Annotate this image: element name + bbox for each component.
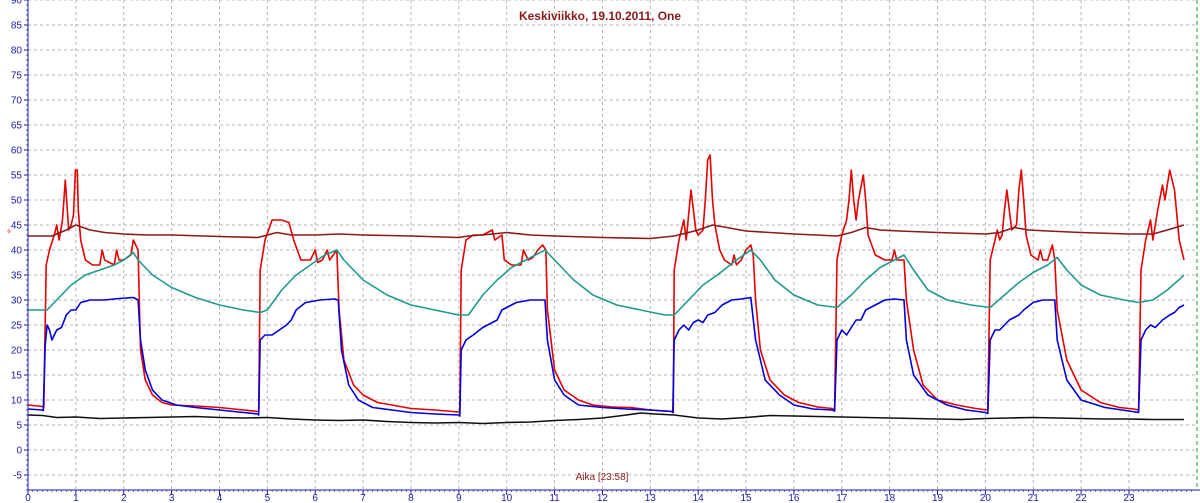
- y-tick-label: 60: [11, 146, 23, 157]
- x-tick-label: 11: [549, 493, 560, 503]
- y-tick-label: 50: [11, 196, 23, 207]
- x-axis-label: Aika [23:58]: [576, 472, 629, 483]
- x-tick-label: 15: [740, 493, 752, 503]
- x-tick-label: 16: [788, 493, 800, 503]
- x-tick-label: 0: [25, 493, 31, 503]
- y-tick-label: 35: [11, 271, 23, 282]
- y-tick-label: 90: [11, 0, 23, 7]
- y-tick-label: 10: [11, 396, 23, 407]
- y-tick-label: 15: [11, 371, 23, 382]
- x-tick-label: 22: [1076, 493, 1088, 503]
- y-tick-label: 45: [11, 221, 23, 232]
- y-tick-label: 55: [11, 171, 23, 182]
- y-tick-label: -5: [13, 471, 22, 482]
- series-line-teal: [28, 249, 1185, 316]
- x-axis-ticks: 0 1 2 3 4 5 6 7 8 9 10 11 12 13 14 15 16 17 18 19 20 21 22 23: [25, 490, 1192, 503]
- x-tick-label: 4: [217, 493, 223, 503]
- y-tick-label: 25: [11, 321, 23, 332]
- x-tick-label: 12: [597, 493, 609, 503]
- x-tick-label: 2: [121, 493, 127, 503]
- series-line-blue: [27, 296, 1185, 417]
- x-tick-label: 8: [408, 493, 414, 503]
- x-tick-label: 19: [932, 493, 944, 503]
- y-tick-label: 20: [11, 346, 23, 357]
- x-tick-label: 5: [265, 493, 271, 503]
- y-tick-label: 80: [11, 46, 23, 57]
- y-tick-label: 5: [16, 421, 22, 432]
- x-tick-label: 6: [312, 493, 318, 503]
- x-tick-label: 17: [836, 493, 848, 503]
- y-tick-label: 85: [11, 21, 23, 32]
- series-line-black: [27, 412, 1184, 425]
- y-tick-label: 30: [11, 296, 23, 307]
- y-tick-label: 0: [16, 446, 22, 457]
- x-tick-label: 9: [456, 493, 462, 503]
- chart-title: Keskiviikko, 19.10.2011, One: [519, 9, 681, 23]
- y-tick-label: 40: [11, 246, 23, 257]
- y-tick-label: 75: [11, 71, 23, 82]
- x-tick-label: 1: [73, 493, 79, 503]
- x-tick-label: 18: [884, 493, 896, 503]
- series-lines: [27, 154, 1185, 425]
- x-tick-label: 10: [501, 493, 513, 503]
- x-tick-label: 20: [980, 493, 992, 503]
- series-line-darkred: [28, 224, 1185, 240]
- x-tick-label: 23: [1123, 493, 1135, 503]
- y-axis-label: °: [7, 229, 11, 240]
- x-tick-label: 7: [360, 493, 366, 503]
- x-tick-label: 13: [645, 493, 657, 503]
- x-tick-label: 14: [693, 493, 705, 503]
- x-tick-label: 3: [169, 493, 175, 503]
- x-tick-label: 21: [1028, 493, 1040, 503]
- y-tick-label: 65: [11, 121, 23, 132]
- y-axis-ticks: -5 0 5 10 15 20 25 30 35 40 45 50 55 60 65 70 75 80 85 90: [11, 0, 28, 491]
- y-tick-label: 70: [11, 96, 23, 107]
